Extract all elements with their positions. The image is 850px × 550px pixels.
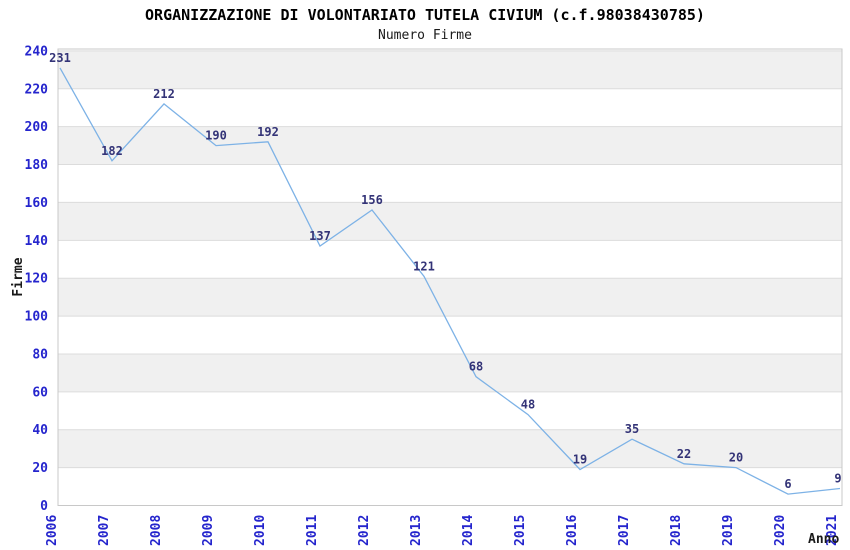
data-point-label: 19 xyxy=(573,453,587,467)
plot-band xyxy=(58,202,842,241)
y-tick-label: 60 xyxy=(32,385,48,400)
x-tick-label: 2016 xyxy=(565,515,580,546)
y-tick-label: 200 xyxy=(25,120,49,135)
y-tick-label: 80 xyxy=(32,348,48,363)
data-point-label: 212 xyxy=(153,87,175,101)
plot-band xyxy=(58,429,842,468)
data-point-label: 137 xyxy=(309,229,331,243)
data-point-label: 121 xyxy=(413,259,435,273)
x-tick-label: 2013 xyxy=(409,515,424,546)
data-point-label: 182 xyxy=(101,144,123,158)
plot-band xyxy=(58,278,842,317)
data-point-label: 68 xyxy=(469,360,483,374)
y-tick-label: 100 xyxy=(25,310,49,325)
data-point-label: 190 xyxy=(205,129,227,143)
data-point-label: 48 xyxy=(521,398,535,412)
y-tick-label: 140 xyxy=(25,234,49,249)
x-tick-label: 2015 xyxy=(513,515,528,546)
plot-band xyxy=(58,50,842,89)
data-point-label: 9 xyxy=(834,472,841,486)
y-tick-label: 120 xyxy=(25,272,49,287)
x-tick-label: 2019 xyxy=(721,515,736,546)
y-tick-label: 40 xyxy=(32,423,48,438)
x-tick-label: 2011 xyxy=(305,515,320,546)
data-point-label: 231 xyxy=(49,51,71,65)
x-tick-label: 2018 xyxy=(669,515,684,546)
x-tick-label: 2021 xyxy=(825,515,840,546)
plot-band xyxy=(58,126,842,165)
chart-title: ORGANIZZAZIONE DI VOLONTARIATO TUTELA CI… xyxy=(145,6,705,24)
data-point-label: 192 xyxy=(257,125,279,139)
y-tick-label: 240 xyxy=(25,44,49,59)
x-tick-label: 2006 xyxy=(45,515,60,546)
x-tick-label: 2009 xyxy=(201,515,216,546)
data-point-label: 20 xyxy=(729,451,743,465)
plot-band xyxy=(58,353,842,392)
data-point-label: 22 xyxy=(677,447,691,461)
y-tick-label: 20 xyxy=(32,461,48,476)
x-tick-label: 2008 xyxy=(149,515,164,546)
y-axis-title: Firme xyxy=(11,257,26,296)
x-axis-title: Anno xyxy=(808,532,839,547)
data-point-label: 156 xyxy=(361,193,383,207)
y-tick-label: 0 xyxy=(40,499,48,514)
x-tick-label: 2007 xyxy=(97,515,112,546)
data-line xyxy=(59,67,841,495)
x-tick-label: 2012 xyxy=(357,515,372,546)
chart-subtitle: Numero Firme xyxy=(378,28,472,43)
y-tick-label: 180 xyxy=(25,158,49,173)
x-tick-label: 2020 xyxy=(773,515,788,546)
x-tick-label: 2017 xyxy=(617,515,632,546)
data-point-label: 35 xyxy=(625,422,639,436)
y-tick-label: 220 xyxy=(25,82,49,97)
x-tick-label: 2010 xyxy=(253,515,268,546)
plot-border xyxy=(57,48,843,506)
data-point-label: 6 xyxy=(784,477,791,491)
x-tick-label: 2014 xyxy=(461,515,476,546)
y-tick-label: 160 xyxy=(25,196,49,211)
